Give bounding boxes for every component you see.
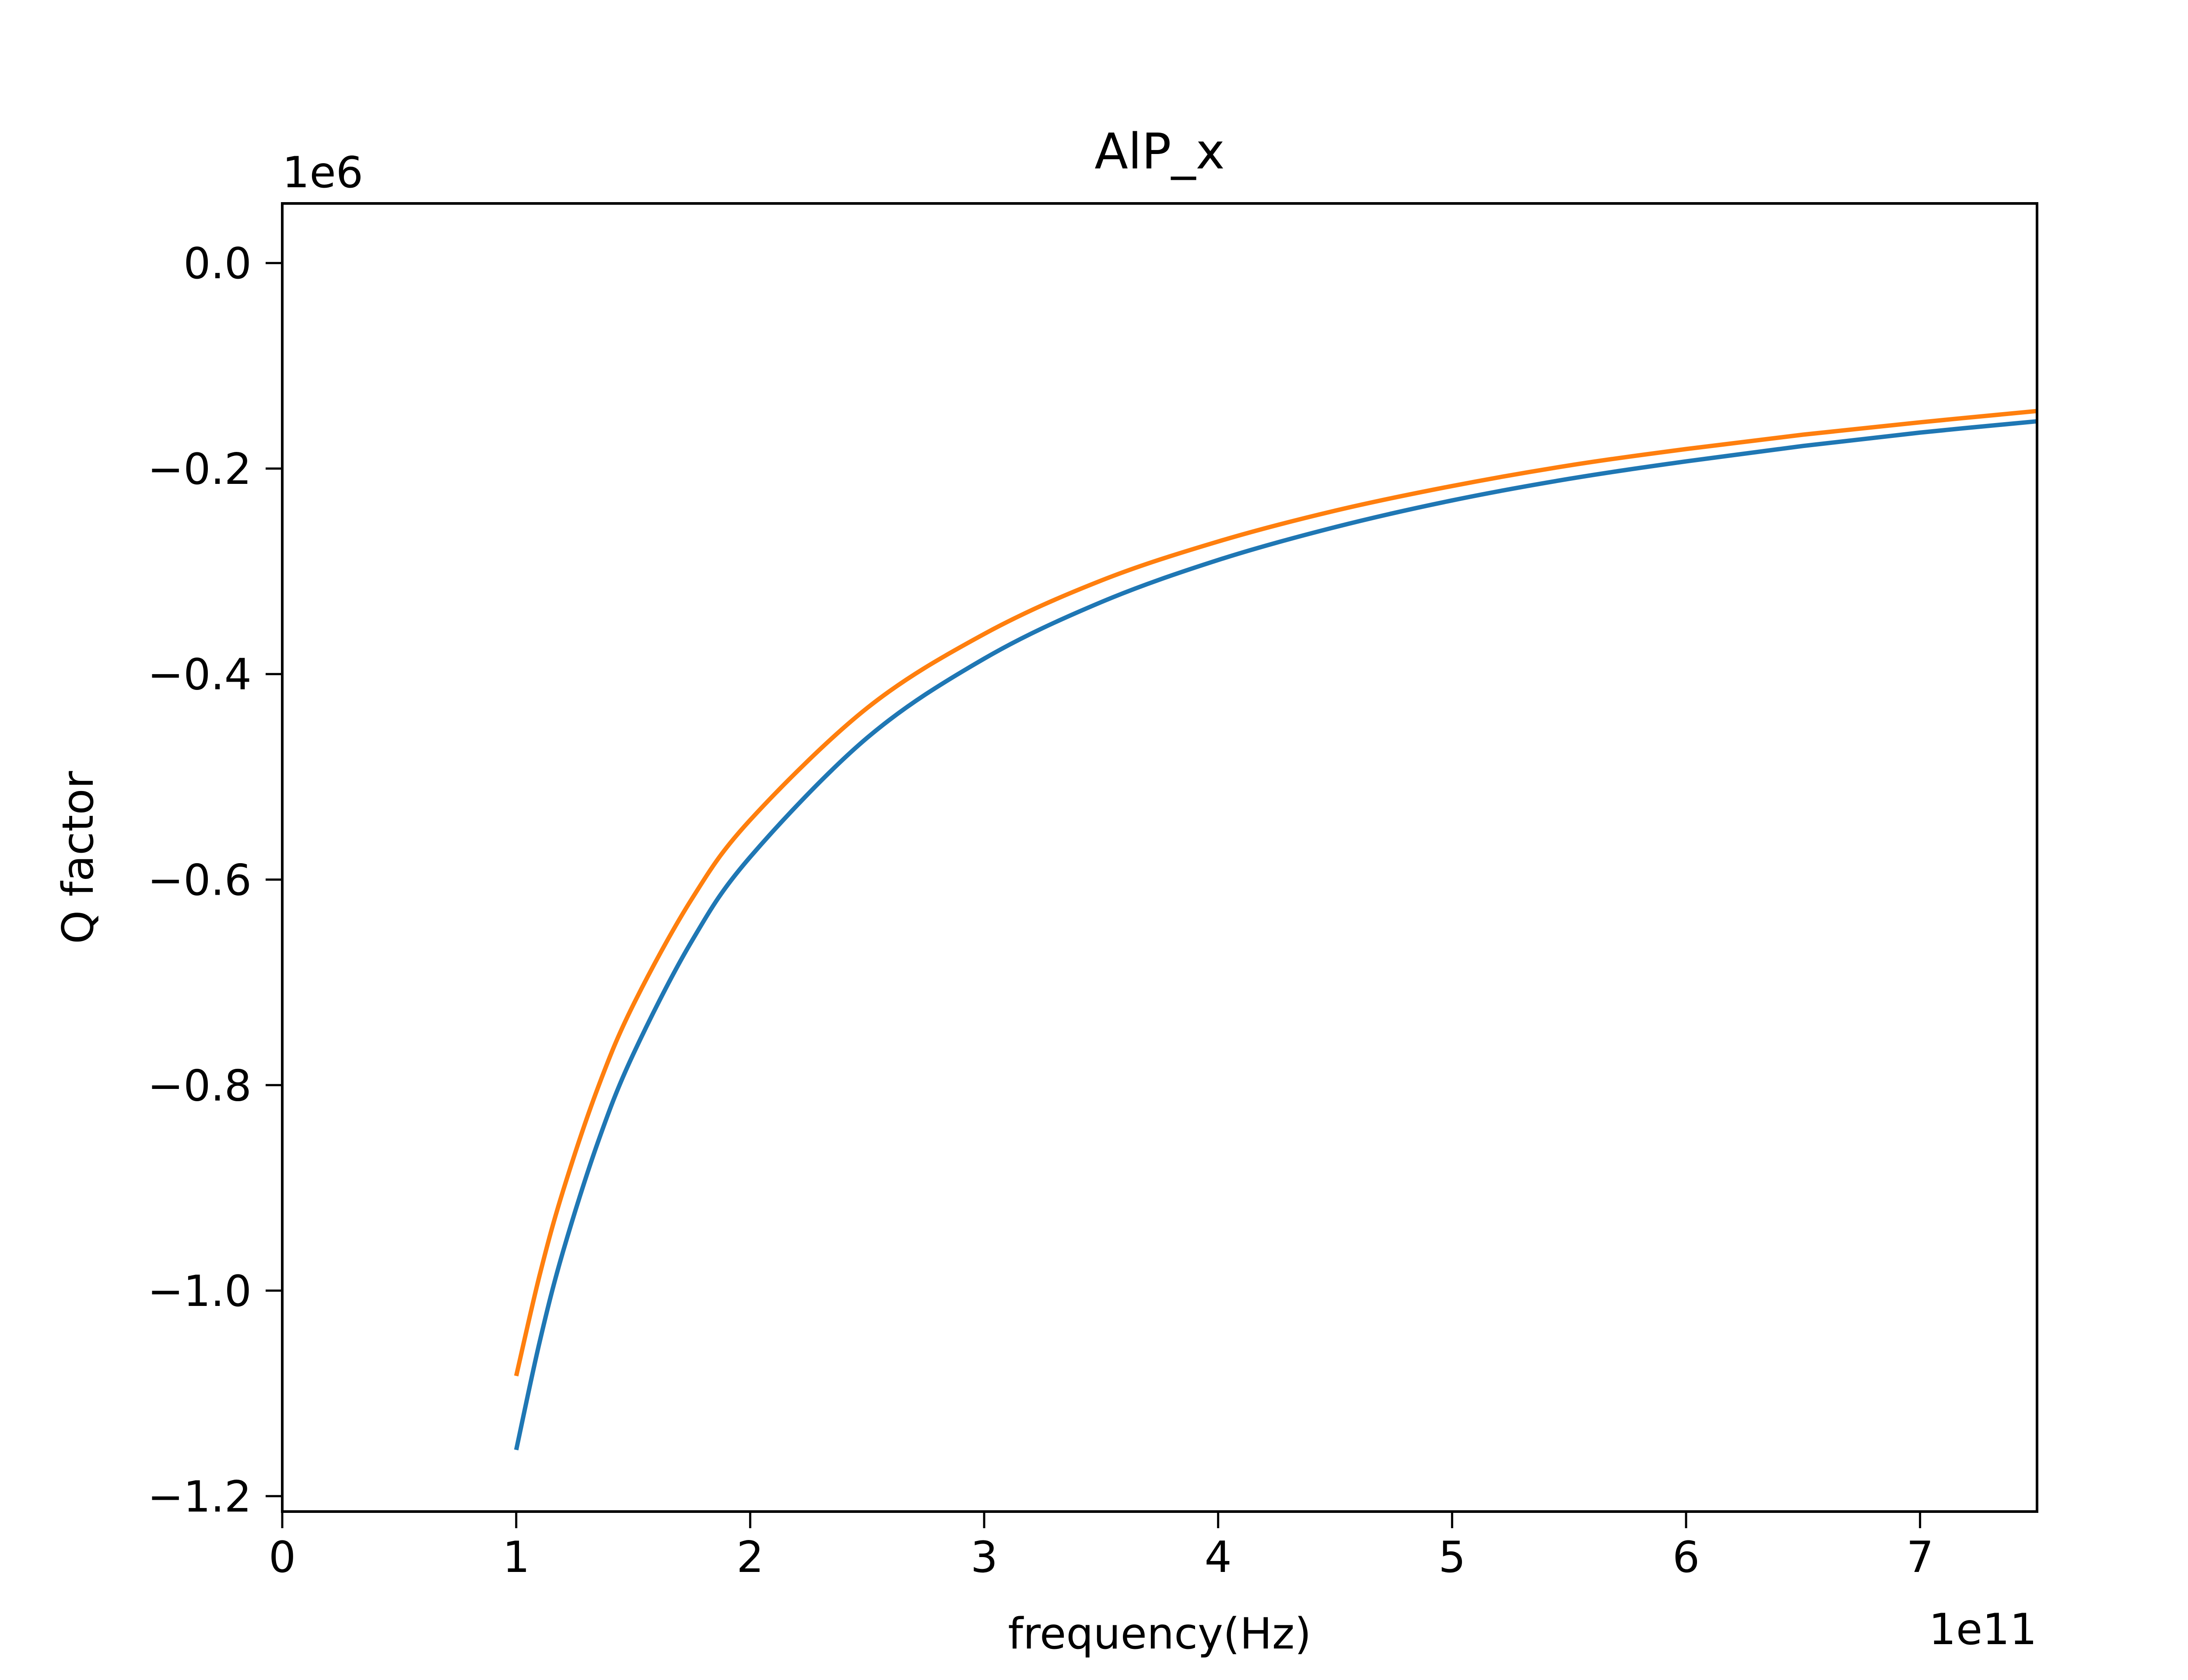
- x-tick-label: 3: [971, 1533, 998, 1582]
- x-tick-label: 4: [1204, 1533, 1231, 1582]
- y-tick-label: −0.2: [147, 444, 252, 494]
- x-tick-label: 5: [1438, 1533, 1466, 1582]
- y-tick-label: −0.4: [147, 650, 252, 700]
- y-tick-label: −1.2: [147, 1472, 252, 1522]
- y-tick-label: 0.0: [183, 239, 252, 289]
- x-tick-label: 1: [502, 1533, 529, 1582]
- y-axis-ticks: 0.0 −0.2 −0.4 −0.6 −0.8 −1.0 −1.2: [147, 239, 282, 1522]
- x-axis-ticks: 0 1 2 3 4 5 6 7: [269, 1512, 1934, 1582]
- series-layer: [514, 409, 2037, 1451]
- plot-frame: [281, 202, 2038, 1513]
- x-tick-label: 7: [1906, 1533, 1933, 1582]
- series-line-2: [514, 409, 2037, 1377]
- y-tick-label: −1.0: [147, 1267, 252, 1316]
- x-axis-label: frequency(Hz): [1008, 1609, 1311, 1659]
- chart-title: AlP_x: [1094, 123, 1225, 180]
- x-tick-label: 2: [736, 1533, 764, 1582]
- x-tick-label: 6: [1673, 1533, 1700, 1582]
- y-tick-label: −0.6: [147, 855, 252, 905]
- series-line-1: [514, 419, 2037, 1451]
- y-offset-label: 1e6: [282, 148, 363, 198]
- y-tick-label: −0.8: [147, 1061, 252, 1111]
- x-offset-label: 1e11: [1929, 1605, 2037, 1655]
- x-tick-label: 0: [269, 1533, 296, 1582]
- y-axis-label: Q factor: [53, 771, 103, 944]
